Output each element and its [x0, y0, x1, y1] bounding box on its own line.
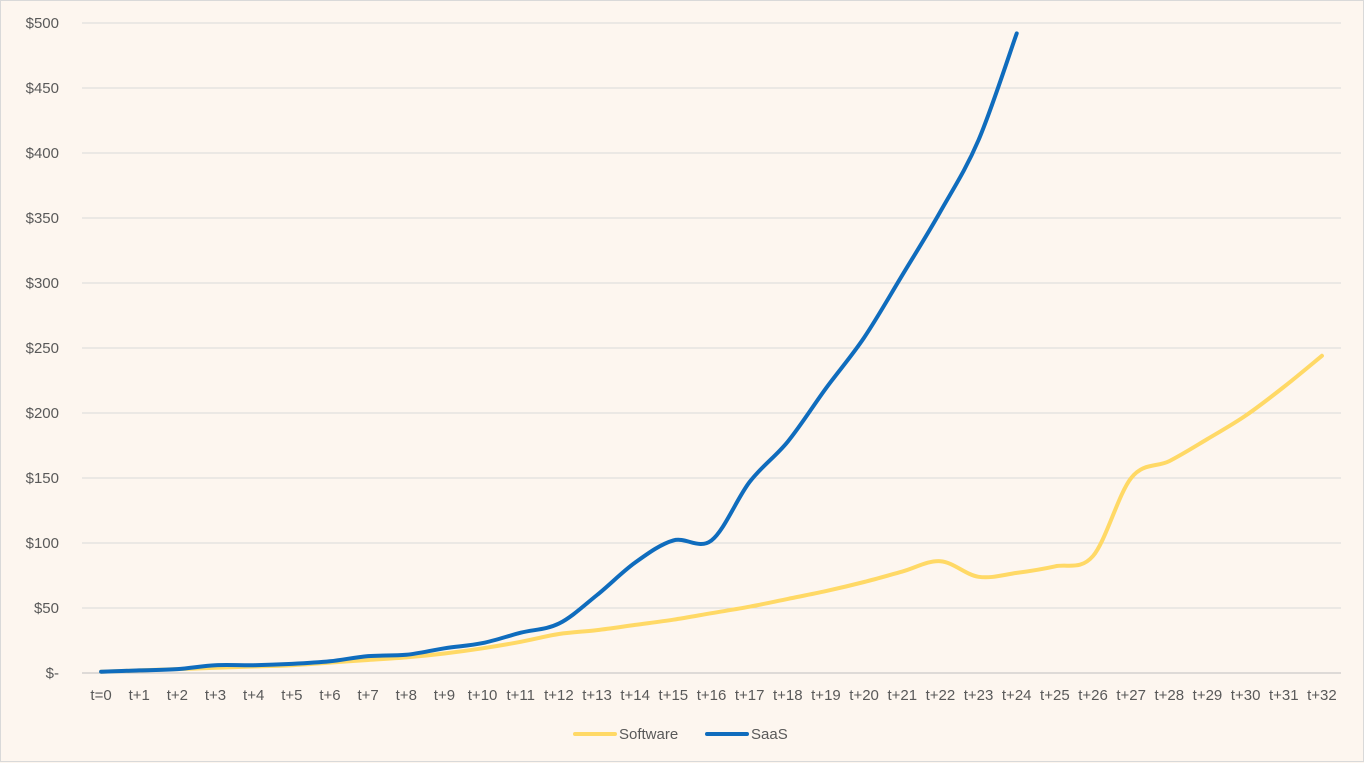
x-tick-label: t+30: [1231, 687, 1261, 704]
legend: Software SaaS: [573, 726, 788, 743]
y-tick-label: $150: [26, 470, 59, 487]
x-tick-label: t+32: [1307, 687, 1337, 704]
y-tick-label: $50: [34, 600, 59, 617]
y-tick-label: $350: [26, 210, 59, 227]
x-axis: t=0 t+1 t+2 t+3 t+4 t+5 t+6 t+7 t+8 t+9 t+10 t+11 t+…: [82, 672, 1341, 704]
x-tick-label: t+27: [1116, 687, 1146, 704]
x-tick-label: t+12: [544, 687, 574, 704]
x-tick-label: t+28: [1155, 687, 1185, 704]
x-tick-label: t+31: [1269, 687, 1299, 704]
y-tick-label: $400: [26, 145, 59, 162]
x-tick-label: t+2: [167, 687, 188, 704]
x-tick-label: t+1: [129, 687, 150, 704]
y-tick-label: $-: [46, 665, 59, 682]
x-tick-label: t+14: [620, 687, 650, 704]
x-tick-label: t+23: [964, 687, 994, 704]
y-tick-label: $300: [26, 275, 59, 292]
y-tick-label: $450: [26, 80, 59, 97]
x-tick-label: t+17: [735, 687, 765, 704]
x-tick-label: t+6: [319, 687, 340, 704]
x-tick-label: t+25: [1040, 687, 1070, 704]
y-axis: $- $50 $100 $150 $200 $250 $300 $350 $400 $450 $50…: [26, 15, 59, 682]
x-tick-label: t+15: [659, 687, 689, 704]
x-tick-label: t+10: [468, 687, 498, 704]
y-tick-label: $100: [26, 535, 59, 552]
x-tick-label: t+24: [1002, 687, 1032, 704]
series-line-saas: [99, 31, 1019, 674]
x-tick-label: t=0: [90, 687, 111, 704]
x-tick-label: t+5: [281, 687, 302, 704]
x-tick-label: t+21: [887, 687, 917, 704]
legend-item-saas: SaaS: [705, 726, 788, 743]
y-tick-label: $250: [26, 340, 59, 357]
x-tick-label: t+29: [1193, 687, 1223, 704]
legend-label: SaaS: [751, 726, 788, 743]
x-tick-label: t+22: [926, 687, 956, 704]
x-tick-label: t+26: [1078, 687, 1108, 704]
x-tick-label: t+20: [849, 687, 879, 704]
y-tick-label: $200: [26, 405, 59, 422]
x-tick-label: t+13: [582, 687, 612, 704]
x-tick-label: t+4: [243, 687, 264, 704]
legend-label: Software: [619, 726, 678, 743]
x-tick-label: t+3: [205, 687, 226, 704]
series-line-software: [99, 353, 1324, 674]
gridlines: [82, 22, 1341, 674]
legend-item-software: Software: [573, 726, 678, 743]
x-tick-label: t+18: [773, 687, 803, 704]
x-tick-label: t+16: [697, 687, 727, 704]
x-tick-label: t+11: [506, 687, 535, 704]
x-tick-label: t+19: [811, 687, 841, 704]
x-tick-label: t+8: [396, 687, 417, 704]
x-tick-label: t+7: [357, 687, 378, 704]
series-lines: [99, 31, 1324, 674]
x-tick-label: t+9: [434, 687, 455, 704]
y-tick-label: $500: [26, 15, 59, 32]
